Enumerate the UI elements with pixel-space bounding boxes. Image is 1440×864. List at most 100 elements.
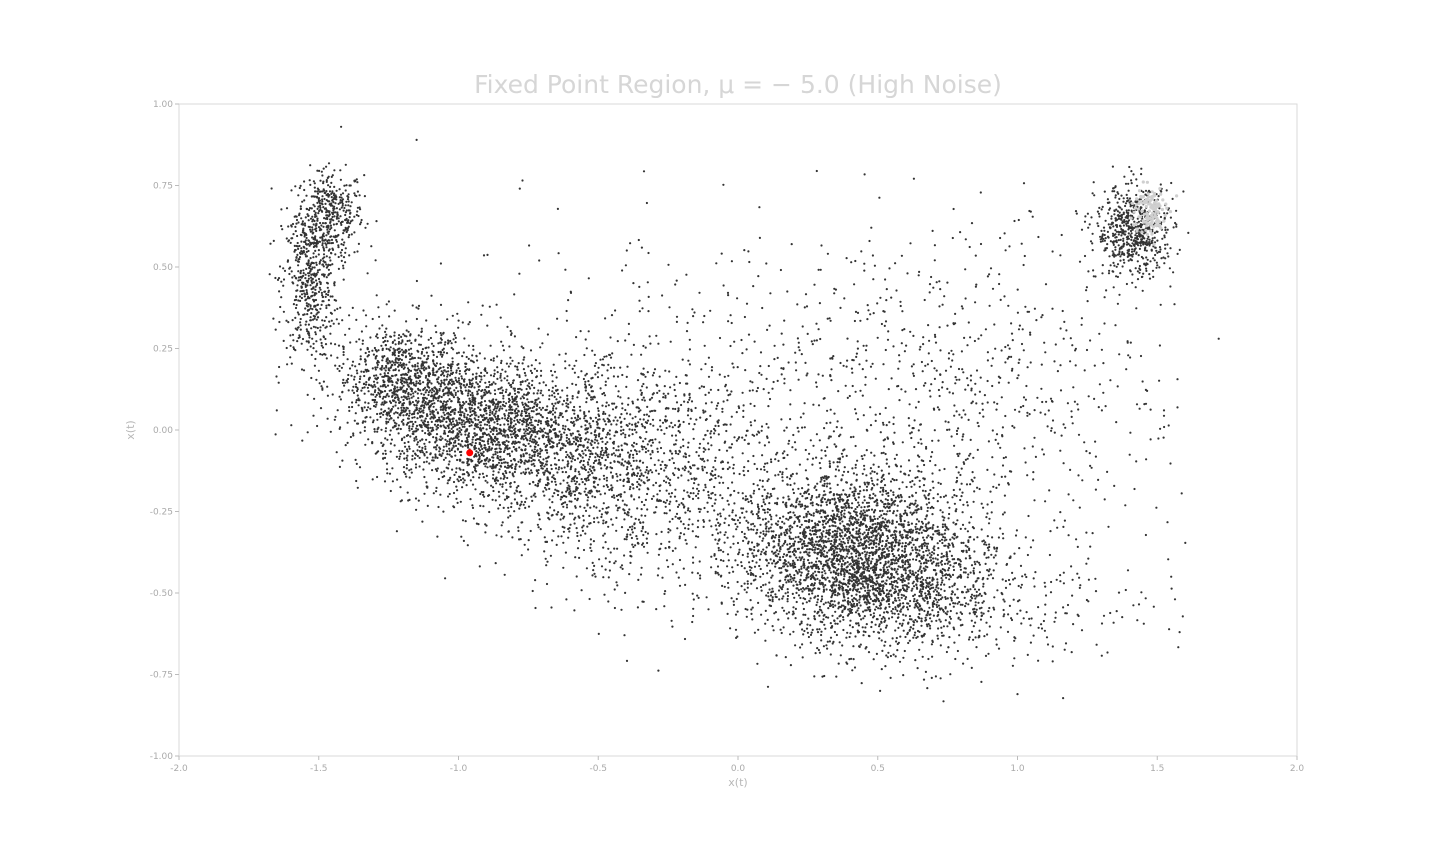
data-point: [353, 215, 356, 218]
data-point: [313, 266, 316, 269]
data-point: [303, 180, 306, 183]
data-point: [420, 350, 424, 354]
data-point: [482, 433, 485, 436]
data-point: [319, 179, 322, 182]
data-point: [465, 440, 468, 443]
data-point: [561, 496, 564, 499]
data-point: [403, 457, 406, 460]
data-point: [477, 402, 480, 405]
data-point: [436, 399, 440, 402]
data-point: [292, 339, 295, 342]
data-point: [488, 458, 492, 462]
data-point: [522, 397, 526, 400]
data-point: [750, 424, 753, 427]
data-point: [332, 194, 335, 197]
data-point: [682, 497, 685, 500]
data-point: [385, 420, 388, 423]
data-point: [337, 246, 340, 249]
data-point: [282, 339, 285, 342]
data-point: [378, 327, 381, 330]
data-point: [443, 475, 446, 478]
data-point: [403, 366, 406, 369]
data-point: [304, 253, 307, 256]
data-point: [430, 382, 433, 385]
data-point: [459, 468, 462, 471]
data-point: [717, 424, 720, 428]
data-point: [316, 309, 319, 312]
data-point: [530, 410, 533, 413]
data-point: [461, 421, 464, 424]
data-point: [514, 434, 518, 437]
data-point: [397, 365, 400, 368]
data-point: [589, 543, 592, 546]
data-point: [672, 461, 676, 465]
data-point: [643, 426, 647, 429]
data-point: [607, 377, 610, 380]
data-point: [318, 286, 321, 289]
data-point: [311, 318, 315, 321]
data-point: [372, 393, 375, 396]
data-point: [474, 424, 477, 427]
data-point: [308, 334, 311, 337]
data-point: [387, 395, 390, 398]
data-point: [631, 531, 634, 534]
data-point: [362, 420, 365, 423]
data-point: [523, 461, 526, 464]
data-point: [451, 360, 454, 363]
data-point: [340, 243, 343, 246]
data-point: [635, 452, 639, 456]
data-point: [483, 423, 486, 426]
data-point: [410, 390, 413, 393]
data-point: [311, 273, 314, 276]
data-point: [315, 318, 318, 321]
data-point: [418, 465, 421, 468]
data-point: [382, 413, 385, 416]
data-point: [714, 424, 717, 427]
data-point: [333, 205, 336, 208]
data-point: [469, 410, 472, 414]
data-point: [493, 421, 496, 424]
data-point: [347, 204, 350, 207]
data-point: [312, 203, 315, 206]
data-point: [657, 342, 660, 345]
data-point: [450, 423, 453, 426]
data-point: [435, 391, 438, 395]
data-point: [534, 606, 537, 610]
data-point: [423, 354, 426, 357]
data-point: [628, 526, 632, 529]
data-point: [325, 246, 328, 249]
data-point: [405, 320, 408, 323]
data-point: [698, 510, 701, 513]
data-point: [460, 377, 464, 380]
data-point: [355, 194, 358, 198]
data-point: [632, 453, 635, 456]
data-point: [465, 400, 468, 403]
data-point: [564, 352, 567, 355]
data-point: [347, 236, 350, 239]
data-point: [309, 228, 312, 231]
data-point: [642, 533, 645, 537]
data-point: [406, 491, 409, 494]
data-point: [702, 321, 705, 324]
data-point: [477, 406, 480, 409]
data-point: [495, 410, 498, 413]
data-point: [395, 455, 398, 458]
data-point: [313, 293, 316, 297]
data-point: [563, 466, 566, 469]
data-point: [528, 416, 532, 419]
data-point: [600, 446, 604, 450]
data-point: [521, 362, 524, 365]
data-point: [824, 454, 827, 457]
data-point: [403, 452, 406, 455]
data-point: [420, 335, 423, 338]
data-point: [501, 344, 504, 347]
data-point: [364, 226, 367, 229]
data-point: [616, 479, 619, 482]
data-point: [516, 373, 519, 376]
data-point: [445, 406, 448, 409]
data-point: [541, 406, 545, 409]
data-point: [575, 359, 578, 362]
data-point: [355, 318, 358, 321]
data-point: [307, 341, 310, 344]
data-point: [441, 402, 445, 405]
